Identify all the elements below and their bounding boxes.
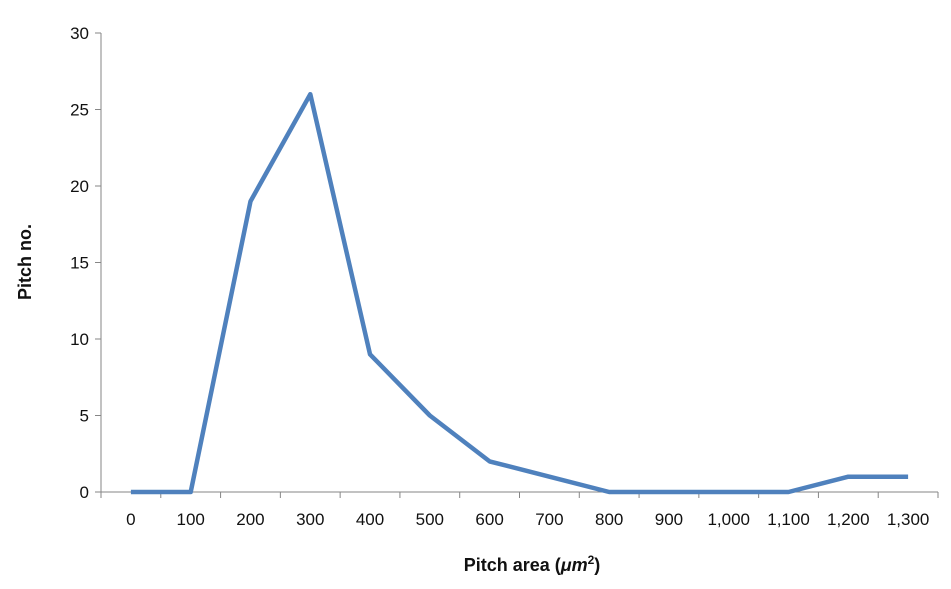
- x-tick-label: 0: [126, 510, 135, 529]
- series-line-0: [130, 91, 909, 495]
- x-axis-title-text: Pitch area (: [464, 555, 561, 575]
- x-axis-title: Pitch area (μm2): [464, 553, 601, 575]
- y-tick-label: 25: [70, 101, 89, 120]
- x-tick-label: 1,200: [827, 510, 870, 529]
- y-tick-label: 5: [80, 407, 89, 426]
- y-axis: 0 5 10 15 20 25 30: [70, 24, 102, 502]
- x-tick-label: 900: [655, 510, 683, 529]
- y-tick-label: 20: [70, 177, 89, 196]
- x-axis: 0 100 200 300 400 500 600 700 800 900 1,000 1,100 1,…: [100, 491, 939, 529]
- x-tick-label: 1,100: [767, 510, 810, 529]
- x-tick-label: 200: [236, 510, 264, 529]
- x-tick-label: 400: [356, 510, 384, 529]
- x-axis-title-unit: μm: [560, 555, 588, 575]
- series-layer: [130, 91, 909, 495]
- y-tick-label: 30: [70, 24, 89, 43]
- x-tick-label: 600: [475, 510, 503, 529]
- y-axis-title: Pitch no.: [15, 224, 35, 300]
- x-tick-label: 500: [416, 510, 444, 529]
- y-tick-label: 10: [70, 330, 89, 349]
- y-tick-label: 0: [80, 483, 89, 502]
- x-tick-label: 100: [176, 510, 204, 529]
- x-tick-label: 800: [595, 510, 623, 529]
- y-tick-label: 15: [70, 254, 89, 273]
- x-tick-label: 300: [296, 510, 324, 529]
- x-tick-label: 1,300: [887, 510, 930, 529]
- x-axis-title-close: ): [594, 555, 600, 575]
- x-tick-label: 700: [535, 510, 563, 529]
- x-axis-title-superscript: 2: [588, 553, 595, 567]
- x-tick-label: 1,000: [707, 510, 750, 529]
